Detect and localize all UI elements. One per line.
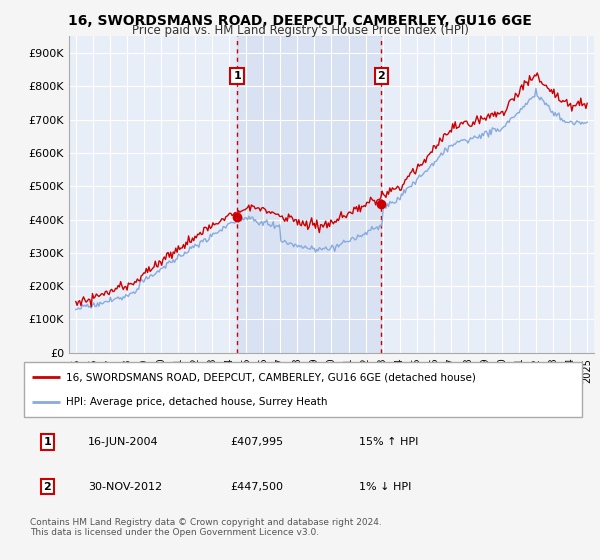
Text: 16, SWORDSMANS ROAD, DEEPCUT, CAMBERLEY, GU16 6GE (detached house): 16, SWORDSMANS ROAD, DEEPCUT, CAMBERLEY,… [66,372,476,382]
Text: Price paid vs. HM Land Registry's House Price Index (HPI): Price paid vs. HM Land Registry's House … [131,24,469,37]
Text: 16, SWORDSMANS ROAD, DEEPCUT, CAMBERLEY, GU16 6GE: 16, SWORDSMANS ROAD, DEEPCUT, CAMBERLEY,… [68,14,532,28]
Text: 1: 1 [44,437,52,447]
Text: £447,500: £447,500 [230,482,283,492]
Text: 1: 1 [233,71,241,81]
Text: 15% ↑ HPI: 15% ↑ HPI [359,437,418,447]
FancyBboxPatch shape [24,362,582,417]
Text: Contains HM Land Registry data © Crown copyright and database right 2024.
This d: Contains HM Land Registry data © Crown c… [30,518,382,538]
Text: 2: 2 [377,71,385,81]
Text: 30-NOV-2012: 30-NOV-2012 [88,482,162,492]
Text: 2: 2 [44,482,52,492]
Text: £407,995: £407,995 [230,437,284,447]
Bar [237,36,381,353]
Text: 1% ↓ HPI: 1% ↓ HPI [359,482,411,492]
Text: HPI: Average price, detached house, Surrey Heath: HPI: Average price, detached house, Surr… [66,398,328,407]
Text: 16-JUN-2004: 16-JUN-2004 [88,437,159,447]
